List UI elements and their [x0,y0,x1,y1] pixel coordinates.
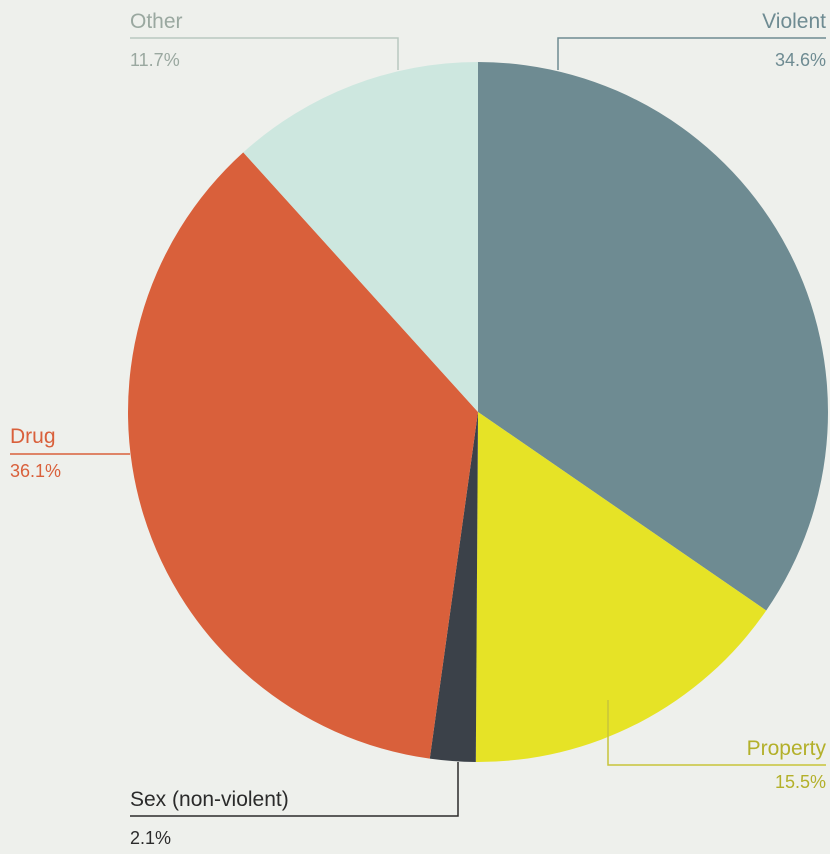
callout-line-violent [557,37,826,70]
slice-value-property: 15.5% [775,772,826,792]
pie-slice-other [243,62,478,412]
slice-label-property: Property [747,737,827,760]
callout-line-sex-non-violent [130,762,459,817]
slice-labels: Violent 34.6% Property 15.5% Sex (non-violen… [10,10,826,848]
pie-slice-property [475,412,767,762]
slice-label-other: Other [130,10,183,33]
callout-line-property [607,700,826,766]
slice-value-sex-non-violent: 2.1% [130,828,171,848]
slice-callouts [10,37,826,817]
pie-slice-sex-non-violent [429,412,478,762]
pie-slices [128,62,829,762]
slice-value-violent: 34.6% [775,50,826,70]
slice-label-violent: Violent [762,10,826,33]
slice-label-sex-non-violent: Sex (non-violent) [130,788,289,811]
slice-value-other: 11.7% [130,50,180,70]
pie-slice-drug [128,152,478,759]
slice-label-drug: Drug [10,425,56,448]
callout-line-other [130,37,399,70]
slice-value-drug: 36.1% [10,461,61,481]
pie-slice-violent [478,62,829,611]
